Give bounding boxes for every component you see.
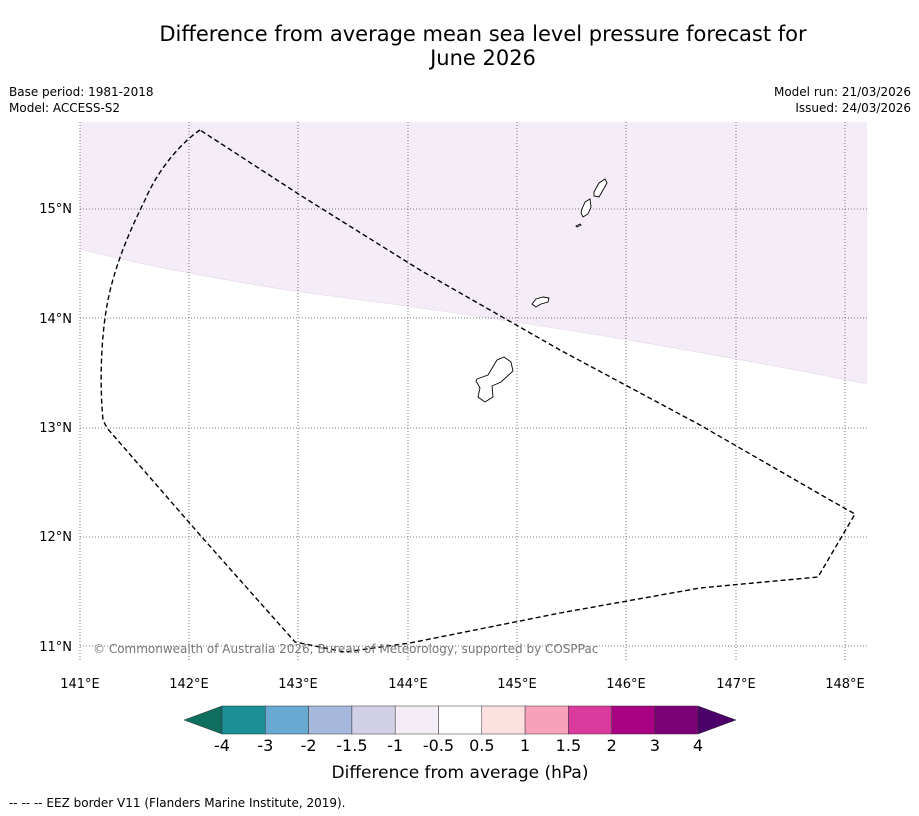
lon-labels: 141°E 142°E 143°E 144°E 145°E 146°E 147°… bbox=[60, 677, 865, 692]
colorbar-tick-3: -2 bbox=[301, 736, 317, 755]
title-line-1: Difference from average mean sea level p… bbox=[159, 22, 807, 46]
colorbar-tick-7: 0.5 bbox=[469, 736, 494, 755]
copyright-text: © Commonwealth of Australia 2026, Bureau… bbox=[93, 642, 598, 656]
colorbar-bin-6 bbox=[438, 705, 483, 735]
eez-footnote: -- -- -- EEZ border V11 (Flanders Marine… bbox=[9, 796, 346, 810]
base-period-text: Base period: 1981-2018 bbox=[9, 85, 154, 99]
colorbar-tick-4: -1.5 bbox=[336, 736, 367, 755]
colorbar-bin-5 bbox=[394, 705, 439, 735]
colorbar bbox=[183, 705, 737, 735]
colorbar-bin-7 bbox=[481, 705, 526, 735]
lat-label-15n: 15°N bbox=[39, 202, 72, 217]
colorbar-bin-8 bbox=[524, 705, 569, 735]
issued-text: Issued: 24/03/2026 bbox=[795, 101, 911, 115]
shaded-anomaly-region bbox=[80, 122, 867, 384]
colorbar-bin-11 bbox=[654, 705, 699, 735]
colorbar-bin-2 bbox=[265, 705, 309, 735]
lon-label-142e: 142°E bbox=[169, 677, 209, 692]
colorbar-tick-1: -4 bbox=[214, 736, 230, 755]
chart-title: Difference from average mean sea level p… bbox=[0, 22, 919, 70]
meta-right: Model run: 21/03/2026 Issued: 24/03/2026 bbox=[774, 84, 911, 116]
eez-border bbox=[100, 129, 856, 653]
lon-label-145e: 145°E bbox=[497, 677, 537, 692]
lon-label-146e: 146°E bbox=[606, 677, 646, 692]
colorbar-bin-10 bbox=[611, 705, 656, 735]
colorbar-tick-5: -1 bbox=[387, 736, 403, 755]
islands bbox=[475, 178, 608, 403]
colorbar-tick-11: 3 bbox=[650, 736, 660, 755]
colorbar-tick-9: 1.5 bbox=[556, 736, 581, 755]
lon-label-144e: 144°E bbox=[388, 677, 428, 692]
colorbar-tick-6: -0.5 bbox=[423, 736, 454, 755]
colorbar-tick-8: 1 bbox=[520, 736, 530, 755]
lat-label-11n: 11°N bbox=[39, 640, 72, 655]
lon-label-141e: 141°E bbox=[60, 677, 100, 692]
lon-label-148e: 148°E bbox=[825, 677, 865, 692]
colorbar-bin-3 bbox=[308, 705, 353, 735]
lat-label-13n: 13°N bbox=[39, 421, 72, 436]
island-tinian bbox=[580, 198, 592, 218]
colorbar-tick-10: 2 bbox=[607, 736, 617, 755]
lon-label-147e: 147°E bbox=[716, 677, 756, 692]
colorbar-arrow-low bbox=[183, 705, 223, 735]
colorbar-bin-1 bbox=[221, 705, 266, 735]
island-aguijan bbox=[575, 223, 582, 228]
colorbar-tick-labels: -4 -3 -2 -1.5 -1 -0.5 0.5 1 1.5 2 3 4 bbox=[214, 736, 703, 755]
shaded-region-boundary bbox=[79, 248, 868, 385]
title-line-2: June 2026 bbox=[430, 46, 536, 70]
colorbar-arrow-high bbox=[697, 705, 737, 735]
model-text: Model: ACCESS-S2 bbox=[9, 101, 121, 115]
meta-left: Base period: 1981-2018 Model: ACCESS-S2 bbox=[9, 84, 154, 116]
model-run-text: Model run: 21/03/2026 bbox=[773, 85, 911, 99]
lat-label-14n: 14°N bbox=[39, 312, 72, 327]
colorbar-tick-12: 4 bbox=[693, 736, 703, 755]
colorbar-title: Difference from average (hPa) bbox=[332, 763, 589, 783]
island-rota bbox=[531, 296, 550, 308]
island-guam bbox=[475, 356, 514, 403]
colorbar-bin-4 bbox=[351, 705, 396, 735]
colorbar-tick-2: -3 bbox=[257, 736, 273, 755]
lon-label-143e: 143°E bbox=[278, 677, 318, 692]
island-saipan bbox=[593, 178, 608, 198]
lat-label-12n: 12°N bbox=[39, 530, 72, 545]
gridlines bbox=[79, 122, 867, 661]
lat-labels: 15°N 14°N 13°N 12°N 11°N bbox=[39, 202, 72, 655]
colorbar-bin-9 bbox=[568, 705, 612, 735]
